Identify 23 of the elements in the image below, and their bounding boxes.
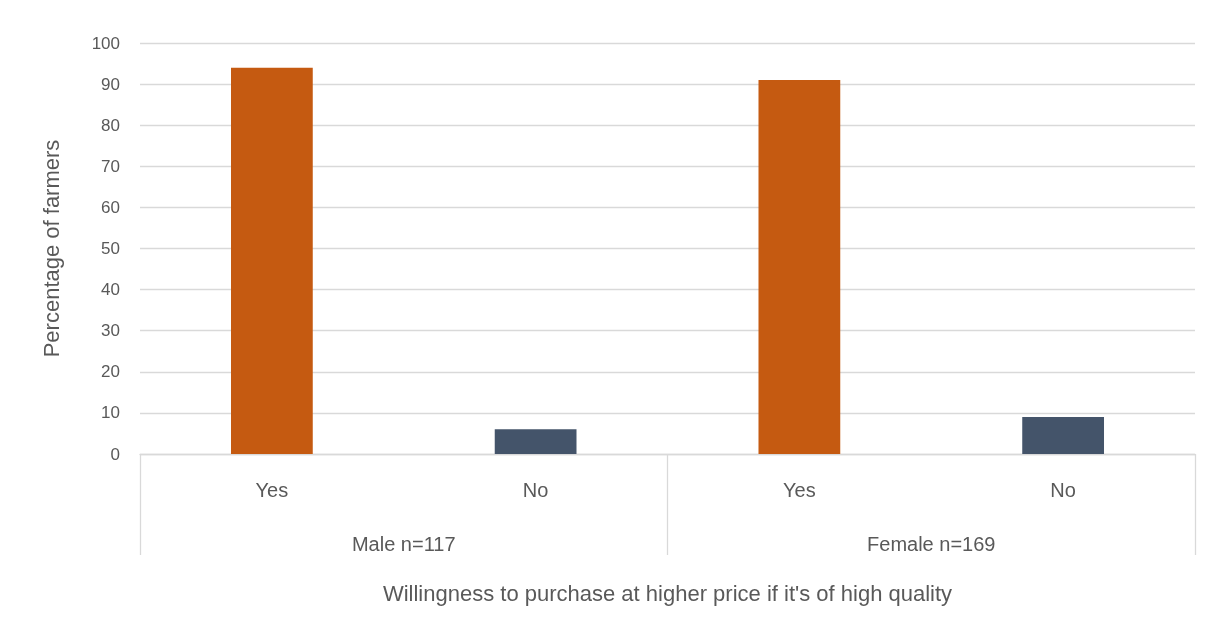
y-axis-title: Percentage of farmers (38, 139, 64, 358)
x-tick-label: Yes (255, 479, 289, 501)
y-tick-label: 30 (101, 321, 120, 341)
bar (758, 79, 841, 454)
bar (1022, 417, 1105, 454)
y-tick-label: 70 (101, 156, 120, 176)
y-tick-label: 20 (101, 362, 120, 382)
y-tick-label: 50 (101, 239, 120, 258)
x-tick-label: Yes (783, 479, 816, 501)
text: Male n=117 (351, 533, 456, 555)
y-tick-label: 40 (101, 280, 120, 300)
bar (230, 67, 313, 454)
bar (494, 429, 577, 454)
x-tick-label: No (522, 479, 549, 501)
text: Female n=169 (867, 533, 996, 555)
y-tick-label: 80 (101, 115, 120, 135)
y-tick-label: 100 (91, 33, 120, 53)
y-tick-label: 0 (110, 444, 120, 464)
y-tick-label: 10 (101, 403, 120, 423)
x-tick-label: No (1050, 479, 1076, 501)
y-tick-label: 60 (101, 197, 120, 217)
x-axis-title: Willingness to purchase at higher price if it's of high quality (382, 580, 953, 606)
y-tick-label: 90 (101, 74, 120, 94)
